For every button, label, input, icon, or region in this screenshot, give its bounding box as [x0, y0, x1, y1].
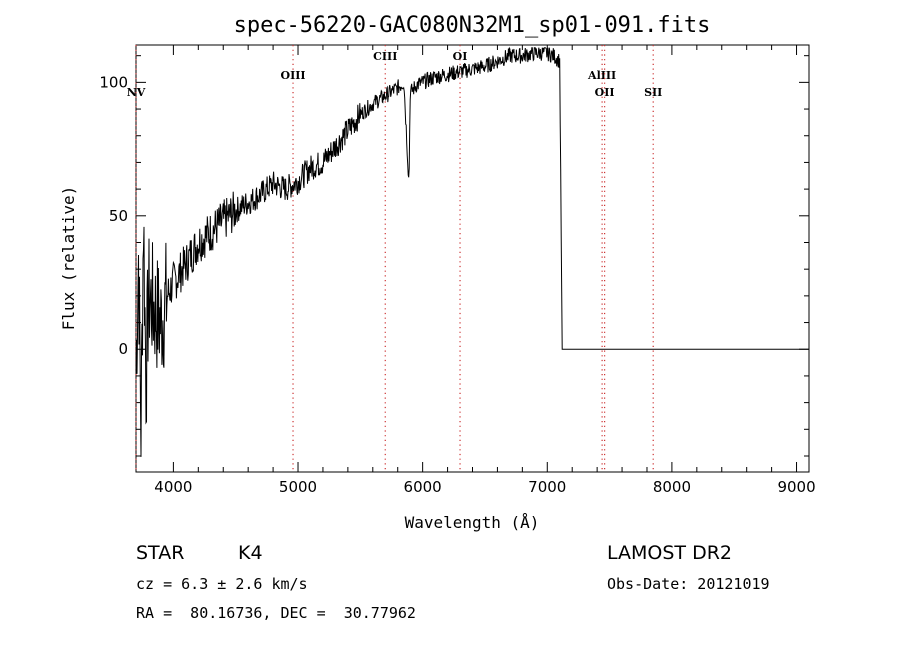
spectral-line-label: OII [595, 86, 615, 99]
observation-date: Obs-Date: 20121019 [607, 575, 770, 593]
spectrum-series [135, 46, 809, 457]
spectral-line-label: SII [644, 86, 662, 99]
object-subclass: K4 [238, 542, 263, 564]
x-tick-label: 8000 [653, 478, 691, 496]
x-tick-label: 5000 [279, 478, 317, 496]
object-class: STAR [136, 542, 185, 564]
spectral-line-label: CIII [373, 50, 397, 63]
spectral-line-markers: NV OIII CIII OI AlIII OII SII [127, 45, 662, 472]
coordinates: RA = 80.16736, DEC = 30.77962 [136, 604, 416, 622]
x-axis-label: Wavelength (Å) [405, 513, 540, 532]
y-tick-label: 50 [109, 207, 128, 225]
redshift-velocity: cz = 6.3 ± 2.6 km/s [136, 575, 308, 593]
spectrum-line [135, 46, 809, 457]
y-axis-label: Flux (relative) [59, 186, 78, 331]
y-tick-label: 0 [118, 340, 128, 358]
x-tick-label: 7000 [528, 478, 566, 496]
spectral-line-label: AlIII [587, 69, 616, 82]
x-tick-label: 6000 [404, 478, 442, 496]
x-tick-label: 9000 [777, 478, 815, 496]
spectral-line-label: OIII [281, 69, 306, 82]
x-tick-label: 4000 [154, 478, 192, 496]
spectral-line-label: NV [127, 86, 146, 99]
axis-ticks: 4000 5000 6000 7000 8000 9000 0 50 100 [99, 45, 816, 496]
chart-title: spec-56220-GAC080N32M1_sp01-091.fits [234, 13, 711, 38]
spectral-line-label: OI [453, 50, 468, 63]
y-tick-label: 100 [99, 73, 128, 91]
survey-name: LAMOST DR2 [607, 542, 732, 564]
plot-frame [135, 44, 810, 473]
